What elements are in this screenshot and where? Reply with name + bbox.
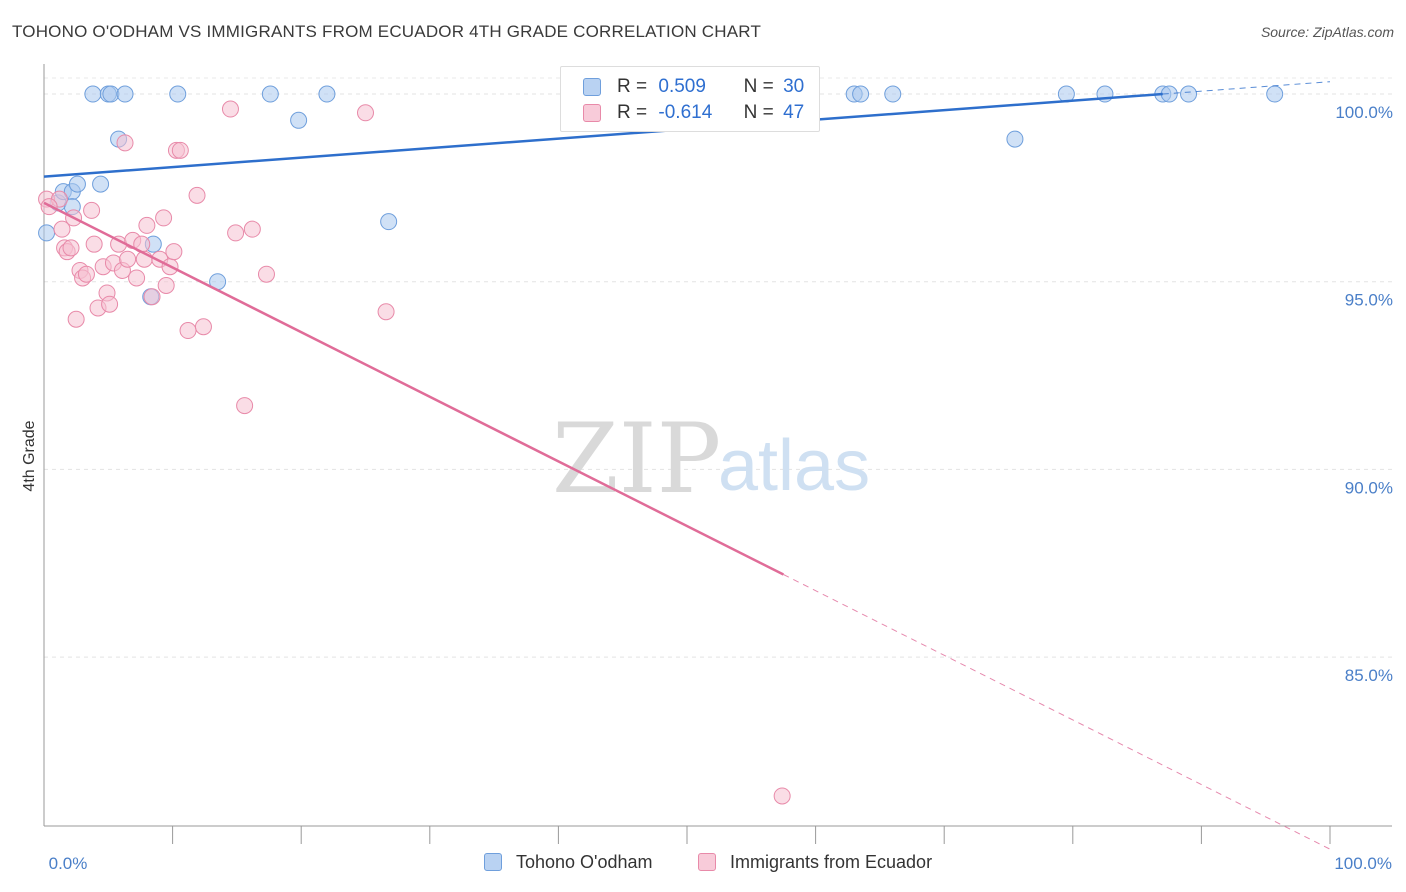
point-ecuador bbox=[257, 265, 275, 283]
point-tohono bbox=[102, 85, 120, 103]
point-ecuador bbox=[116, 134, 134, 152]
chart-source: Source: ZipAtlas.com bbox=[1260, 24, 1394, 40]
point-tohono bbox=[92, 175, 110, 193]
x-tick-label: 100.0% bbox=[1334, 854, 1392, 873]
legend-n-value: 30 bbox=[783, 76, 805, 97]
trend-extension-tohono bbox=[1162, 81, 1331, 95]
point-ecuador bbox=[227, 224, 245, 242]
legend-swatch-tohono bbox=[583, 78, 601, 96]
legend-n-label: N = bbox=[743, 102, 774, 123]
point-tohono bbox=[84, 85, 102, 103]
correlation-legend: R = 0.509 N = 30 R = -0.614 N = 47 bbox=[560, 66, 820, 132]
point-ecuador bbox=[83, 201, 101, 219]
point-ecuador bbox=[67, 310, 85, 328]
point-tohono bbox=[318, 85, 336, 103]
point-tohono bbox=[380, 213, 398, 231]
tick-labels: 85.0% 90.0% 95.0% 100.0% 0.0% 100.0% bbox=[49, 103, 1393, 873]
point-ecuador bbox=[377, 303, 395, 321]
point-tohono bbox=[261, 85, 279, 103]
point-ecuador bbox=[179, 322, 197, 340]
legend-r-value: 0.509 bbox=[658, 76, 706, 97]
point-ecuador bbox=[221, 100, 239, 118]
point-tohono bbox=[1266, 85, 1284, 103]
point-tohono bbox=[116, 85, 134, 103]
point-ecuador bbox=[157, 276, 175, 294]
point-ecuador bbox=[236, 397, 254, 415]
point-tohono bbox=[852, 85, 870, 103]
watermark: ZIP atlas bbox=[552, 403, 870, 515]
point-ecuador bbox=[194, 318, 212, 336]
point-ecuador bbox=[53, 220, 71, 238]
y-tick-label: 90.0% bbox=[1345, 478, 1393, 497]
legend-r-value: -0.614 bbox=[658, 102, 713, 123]
series-label-ecuador: Immigrants from Ecuador bbox=[730, 852, 933, 872]
chart-title: TOHONO O'ODHAM VS IMMIGRANTS FROM ECUADO… bbox=[12, 22, 762, 41]
series-label-tohono: Tohono O'odham bbox=[516, 852, 653, 872]
x-tick-label: 0.0% bbox=[49, 854, 88, 873]
y-axis-label: 4th Grade bbox=[21, 420, 38, 491]
series-legend: Tohono O'odham Immigrants from Ecuador bbox=[0, 850, 1406, 880]
point-tohono bbox=[38, 224, 56, 242]
point-ecuador bbox=[101, 295, 119, 313]
point-tohono bbox=[290, 111, 308, 129]
trend-extension-ecuador bbox=[783, 574, 1331, 850]
point-ecuador bbox=[773, 787, 791, 805]
trend-line-ecuador bbox=[43, 201, 785, 576]
series-swatch-tohono bbox=[484, 853, 502, 871]
series-swatch-ecuador bbox=[698, 853, 716, 871]
watermark-atlas: atlas bbox=[718, 426, 870, 506]
point-tohono bbox=[169, 85, 187, 103]
trend-line-tohono bbox=[43, 92, 1163, 178]
point-ecuador bbox=[243, 220, 261, 238]
point-ecuador bbox=[119, 250, 137, 268]
point-ecuador bbox=[188, 186, 206, 204]
axes bbox=[43, 64, 1392, 844]
point-ecuador bbox=[85, 235, 103, 253]
point-ecuador bbox=[171, 141, 189, 159]
watermark-zip: ZIP bbox=[552, 403, 721, 515]
legend-swatch-ecuador bbox=[583, 104, 601, 122]
point-ecuador bbox=[357, 104, 374, 122]
point-ecuador bbox=[62, 239, 80, 257]
point-ecuador bbox=[138, 216, 156, 234]
point-ecuador bbox=[155, 209, 173, 227]
grid-lines bbox=[44, 77, 1392, 658]
legend-r-label: R = bbox=[617, 102, 648, 123]
y-tick-label: 100.0% bbox=[1335, 103, 1393, 122]
point-ecuador bbox=[128, 269, 146, 287]
point-tohono bbox=[1006, 130, 1024, 148]
point-tohono bbox=[884, 85, 902, 103]
trend-lines bbox=[43, 81, 1331, 850]
data-points bbox=[38, 85, 1284, 805]
legend-n-value: 47 bbox=[783, 102, 805, 123]
point-ecuador bbox=[77, 265, 95, 283]
point-ecuador bbox=[165, 243, 183, 261]
y-tick-label: 85.0% bbox=[1345, 666, 1393, 685]
legend-n-label: N = bbox=[743, 76, 774, 97]
point-tohono bbox=[68, 175, 86, 193]
point-ecuador bbox=[143, 288, 161, 306]
legend-r-label: R = bbox=[617, 76, 648, 97]
y-tick-label: 95.0% bbox=[1345, 291, 1393, 310]
point-tohono bbox=[1180, 85, 1198, 103]
